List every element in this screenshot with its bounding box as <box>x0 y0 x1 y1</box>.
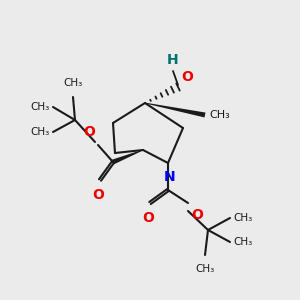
Text: CH₃: CH₃ <box>233 237 252 247</box>
Text: CH₃: CH₃ <box>209 110 230 120</box>
Text: N: N <box>164 170 176 184</box>
Text: H: H <box>167 53 179 67</box>
Text: O: O <box>83 125 95 139</box>
Text: CH₃: CH₃ <box>63 78 82 88</box>
Polygon shape <box>145 103 206 118</box>
Text: O: O <box>191 208 203 222</box>
Text: O: O <box>92 188 104 202</box>
Text: CH₃: CH₃ <box>31 102 50 112</box>
Text: O: O <box>181 70 193 84</box>
Text: CH₃: CH₃ <box>31 127 50 137</box>
Text: CH₃: CH₃ <box>233 213 252 223</box>
Text: CH₃: CH₃ <box>195 264 214 274</box>
Text: O: O <box>142 211 154 225</box>
Polygon shape <box>112 150 143 164</box>
